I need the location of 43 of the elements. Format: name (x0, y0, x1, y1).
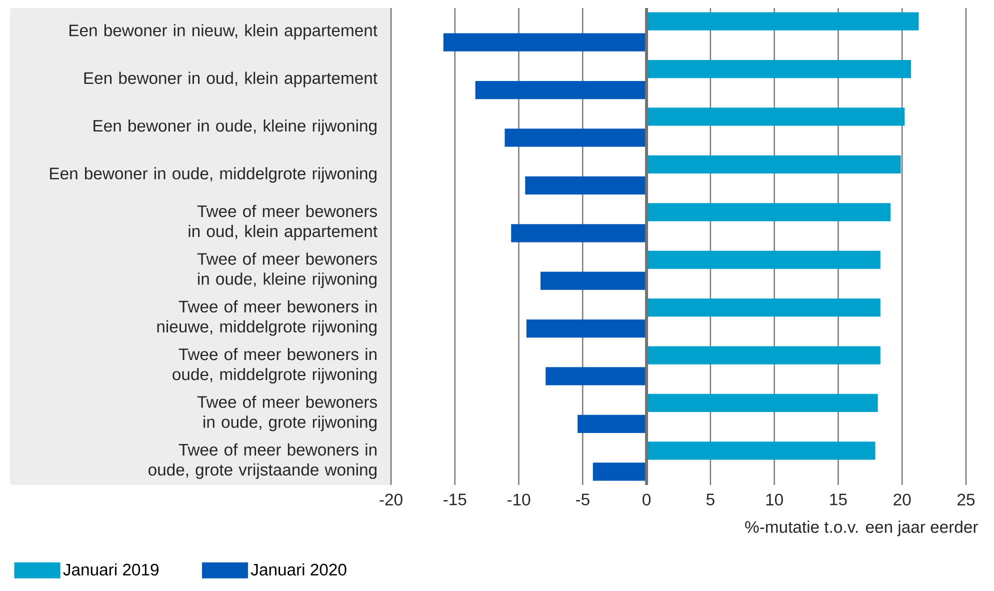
bar (646, 60, 912, 78)
x-tick-label: 10 (766, 494, 783, 506)
legend-label: Januari 2020 (250, 563, 346, 576)
bar (475, 80, 647, 100)
x-tick-label: 20 (894, 494, 911, 506)
y-tick-label: Twee of meer bewoners in oude, kleine rijwoning (197, 252, 377, 288)
bar (646, 394, 878, 412)
bar (646, 442, 876, 460)
x-tick-label: 0 (642, 494, 651, 506)
bar (646, 155, 901, 174)
x-tick-label: -10 (507, 494, 530, 506)
x-tick-label: 5 (706, 494, 714, 506)
bar (646, 346, 880, 364)
bar (443, 33, 647, 52)
x-tick-label: 25 (958, 494, 975, 506)
bar (511, 224, 647, 242)
x-tick-label: -5 (576, 494, 590, 506)
y-tick-label: Een bewoner in oude, kleine rijwoning (94, 119, 376, 136)
y-tick-label: Een bewoner in oud, klein appartement (84, 72, 378, 88)
bar (646, 203, 891, 222)
bar (592, 462, 647, 481)
x-tick-label: 15 (830, 494, 847, 506)
bar (525, 176, 647, 195)
y-tick-label: Twee of meer bewoners in oude, middelgrote rijwoning (172, 348, 376, 384)
legend-label: Januari 2019 (63, 563, 158, 576)
x-axis-title: %-mutatie t.o.v. een jaar eerder (745, 520, 978, 536)
y-tick-label: Twee of meer bewoners in oude, grote rijwoning (197, 396, 377, 432)
y-tick-label: Twee of meer bewoners in oude, grote vrijstaande woning (148, 443, 376, 479)
bar (578, 414, 647, 434)
x-tick-label: -20 (380, 494, 402, 506)
bar (646, 298, 880, 317)
bar (504, 128, 647, 147)
y-tick-label: Een bewoner in nieuw, klein appartement (70, 24, 378, 40)
bar (646, 108, 905, 126)
bar (526, 319, 647, 338)
bar (546, 367, 647, 386)
bar (540, 272, 647, 290)
bar (646, 12, 919, 30)
y-tick-label: Twee of meer bewoners in nieuwe, middelgrote rijwoning (157, 300, 376, 336)
bar (646, 250, 880, 269)
y-tick-label: Een bewoner in oude, middelgrote rijwoning (50, 167, 376, 183)
x-tick-label: -15 (444, 494, 466, 506)
y-tick-label: Twee of meer bewoners in oud, klein appartement (188, 204, 378, 240)
